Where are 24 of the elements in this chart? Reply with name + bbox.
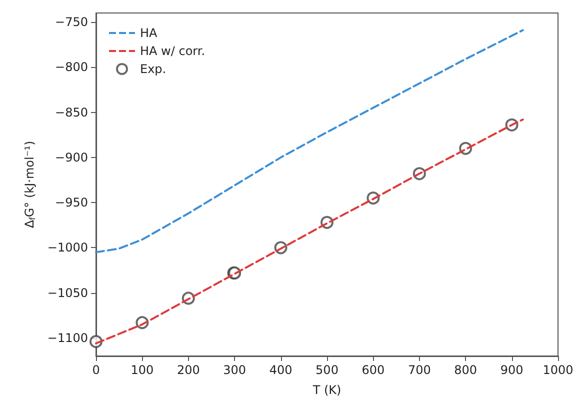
legend-label: Exp. — [140, 62, 166, 76]
y-tick-label: −950 — [55, 196, 88, 210]
x-tick-label: 1000 — [542, 363, 574, 377]
legend-label: HA — [140, 26, 158, 40]
y-tick-label: −1000 — [47, 240, 88, 255]
x-tick-label: 100 — [130, 363, 154, 377]
x-tick-label: 200 — [176, 363, 200, 377]
y-tick-label: −850 — [55, 105, 88, 120]
x-tick-label: 800 — [454, 363, 478, 377]
x-tick-label: 500 — [316, 363, 338, 377]
y-tick-label: −750 — [55, 15, 88, 30]
y-tick-label: −800 — [55, 60, 88, 74]
y-tick-label: −1050 — [47, 286, 88, 300]
x-tick-label: 600 — [362, 363, 385, 377]
x-axis-title: T (K) — [312, 383, 342, 397]
y-tick-label: −1100 — [47, 330, 88, 345]
y-tick-label: −900 — [55, 150, 88, 164]
x-tick-label: 300 — [223, 363, 246, 377]
x-tick-label: 0 — [92, 363, 100, 377]
x-tick-label: 700 — [408, 363, 431, 377]
x-tick-label: 400 — [269, 363, 292, 377]
y-axis-title: ΔfG° (kJ·mol⁻¹) — [22, 140, 38, 228]
legend-label: HA w/ corr. — [140, 44, 206, 58]
x-tick-label: 900 — [500, 363, 524, 377]
